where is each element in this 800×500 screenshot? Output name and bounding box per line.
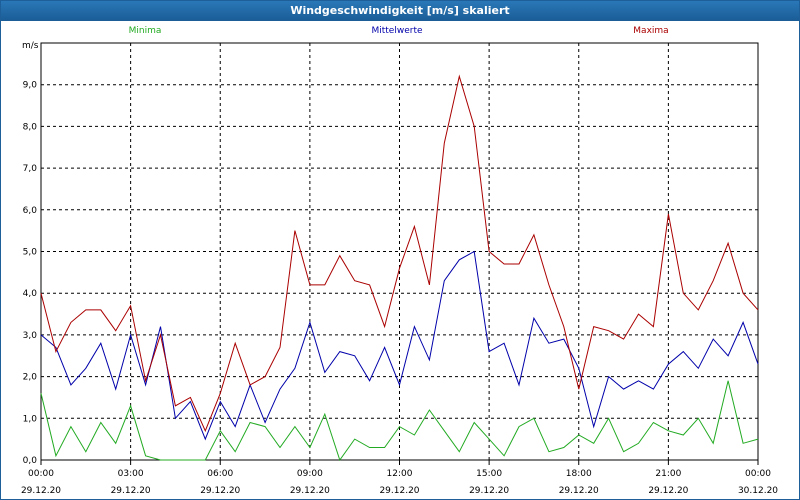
x-tick-date: 29.12.20: [290, 486, 330, 496]
y-tick-label: 2,0: [23, 373, 38, 383]
x-tick-date: 29.12.20: [469, 486, 509, 496]
x-tick-date: 29.12.20: [648, 486, 688, 496]
x-tick-time: 03:00: [118, 469, 144, 479]
x-tick-date: 29.12.20: [111, 486, 151, 496]
x-tick-time: 18:00: [566, 469, 592, 479]
x-tick-date: 29.12.20: [379, 486, 419, 496]
y-tick-label: 0,0: [23, 456, 38, 466]
x-tick-date: 29.12.20: [200, 486, 240, 496]
y-tick-label: 5,0: [23, 248, 38, 258]
y-tick-label: 9,0: [23, 81, 38, 91]
x-tick-labels: 00:00 29.12.20 03:00 29.12.20 06:00 29.12.20 0…: [21, 469, 778, 496]
y-tick-labels: 0,0 1,0 2,0 3,0 4,0 5,0 6,0 7,0 8,0 9,0: [23, 81, 38, 466]
x-tick-date: 30.12.20: [738, 486, 778, 496]
x-tick-date: 29.12.20: [559, 486, 599, 496]
y-axis-label: m/s: [22, 41, 39, 51]
series-line-mittelwerte: [40, 250, 759, 441]
y-tick-label: 6,0: [23, 206, 38, 216]
y-tick-label: 4,0: [23, 289, 38, 299]
window-title: Windgeschwindigkeit [m/s] skaliert: [1, 1, 799, 21]
y-tick-label: 8,0: [23, 122, 38, 132]
x-tick-time: 00:00: [745, 469, 771, 479]
y-tick-label: 3,0: [23, 331, 38, 341]
x-tick-time: 06:00: [207, 469, 233, 479]
x-tick-time: 21:00: [655, 469, 681, 479]
x-tick-time: 00:00: [28, 469, 54, 479]
grid-lines: [40, 42, 759, 465]
x-tick-time: 12:00: [387, 469, 413, 479]
series-lines: [40, 74, 759, 462]
series-line-minima: [40, 380, 759, 462]
legend-entry-mittelwerte: Mittelwerte: [371, 26, 422, 36]
y-tick-label: 7,0: [23, 164, 38, 174]
x-tick-time: 09:00: [297, 469, 323, 479]
legend-entry-minima: Minima: [129, 26, 162, 36]
legend: Minima Mittelwerte Maxima: [129, 26, 669, 36]
y-tick-label: 1,0: [23, 414, 38, 424]
series-line-maxima: [40, 74, 759, 433]
legend-entry-maxima: Maxima: [633, 26, 668, 36]
x-tick-time: 15:00: [476, 469, 502, 479]
x-tick-date: 29.12.20: [21, 486, 61, 496]
